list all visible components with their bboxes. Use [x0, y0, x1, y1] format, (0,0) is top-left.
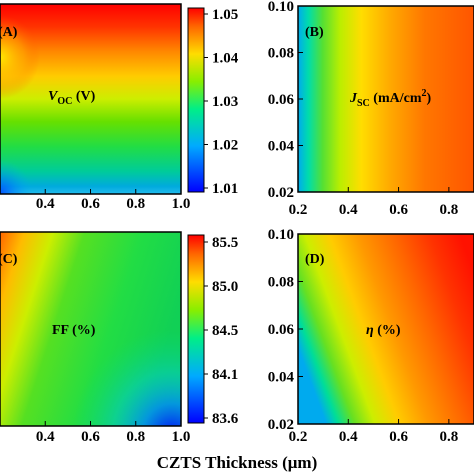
x-tick-label: 0.8	[439, 202, 458, 218]
panel-b: (B) JSC (mA/cm2) 0.10 0.08 0.06 0.04 0.02 0.…	[268, 0, 474, 218]
heatmap-a-corner	[0, 4, 181, 194]
panel-label-b: (B)	[305, 25, 324, 40]
x-ticks-b: 0.2 0.4 0.6 0.8	[289, 187, 458, 218]
x-tick-label: 0.4	[339, 429, 358, 445]
y-tick-label: 0.10	[268, 0, 294, 15]
panel-label-c: (C)	[0, 252, 18, 267]
panel-d: (D) η (%) 0.10 0.08 0.06 0.04 0.02 0.2 0.4 0.6…	[268, 227, 474, 445]
var-label-a: VOC (V)	[48, 89, 96, 107]
x-tick-label: 0.2	[289, 429, 308, 445]
x-tick-label: 0.6	[389, 429, 408, 445]
y-tick-label: 0.08	[268, 46, 294, 62]
heatmap-c-low	[0, 232, 181, 426]
colorbar-tick-label: 1.05	[212, 7, 238, 23]
colorbar-tick-label: 85.0	[212, 279, 238, 295]
y-tick-label: 0.10	[268, 227, 294, 243]
x-ticks-a: 0.4 0.6 0.8 1.0	[36, 189, 191, 212]
colorbar-c	[187, 234, 205, 424]
colorbar-a	[187, 7, 205, 193]
x-tick-label: 0.4	[36, 429, 55, 445]
colorbar-tick-label: 84.5	[212, 323, 238, 339]
colorbar-tick-label: 85.5	[212, 235, 238, 251]
y-tick-label: 0.02	[268, 185, 294, 201]
colorbar-tick-label: 1.03	[212, 94, 238, 110]
var-label-d: η (%)	[366, 323, 401, 338]
y-tick-label: 0.02	[268, 417, 294, 433]
y-tick-label: 0.08	[268, 275, 294, 291]
y-tick-label: 0.06	[268, 322, 295, 338]
x-axis-label: CZTS Thickness (μm)	[157, 453, 317, 472]
colorbar-tick-label: 83.6	[212, 411, 239, 427]
x-tick-label: 0.8	[126, 429, 145, 445]
x-tick-label: 0.8	[439, 429, 458, 445]
colorbar-tick-label: 1.04	[212, 51, 239, 67]
x-tick-label: 0.6	[389, 202, 408, 218]
x-ticks-d: 0.2 0.4 0.6 0.8	[289, 419, 458, 445]
panel-a: (A) VOC (V) 0.40.60.81.0 1.051.041.031.0…	[0, 3, 239, 212]
y-ticks-b: 0.10 0.08 0.06 0.04 0.02	[268, 0, 303, 201]
x-tick-label: 0.4	[339, 202, 358, 218]
colorbar-ticks-c: 85.5 85.0 84.5 84.1 83.6	[204, 235, 239, 427]
x-tick-label: 1.0	[172, 429, 191, 445]
y-ticks-d: 0.10 0.08 0.06 0.04 0.02	[268, 227, 303, 433]
x-tick-label: 1.0	[172, 196, 191, 212]
var-label-c: FF (%)	[52, 323, 96, 338]
y-tick-label: 0.04	[268, 370, 295, 386]
y-tick-label: 0.04	[268, 139, 295, 155]
colorbar-ticks-a: 1.05 1.04 1.03 1.02 1.01	[204, 7, 239, 197]
panel-c: (C) FF (%) 0.4 0.6 0.8 1.0 85.5 85.0 84.5 84.1…	[0, 231, 239, 445]
x-ticks-c: 0.4 0.6 0.8 1.0	[36, 421, 191, 445]
panel-label-d: (D)	[305, 252, 325, 267]
var-label-b: JSC (mA/cm2)	[349, 88, 432, 109]
x-tick-label: 0.2	[289, 202, 308, 218]
panel-label-a: (A)	[0, 25, 18, 40]
heatmap-d	[298, 234, 474, 424]
colorbar-tick-label: 1.02	[212, 138, 238, 154]
x-tick-label: 0.6	[81, 196, 100, 212]
heatmap-b	[298, 6, 474, 192]
colorbar-tick-label: 1.01	[212, 181, 238, 197]
x-tick-label: 0.4	[36, 196, 55, 212]
y-tick-label: 0.06	[268, 92, 295, 108]
colorbar-tick-label: 84.1	[212, 367, 238, 383]
x-tick-label: 0.6	[81, 429, 100, 445]
x-tick-label: 0.8	[126, 196, 145, 212]
